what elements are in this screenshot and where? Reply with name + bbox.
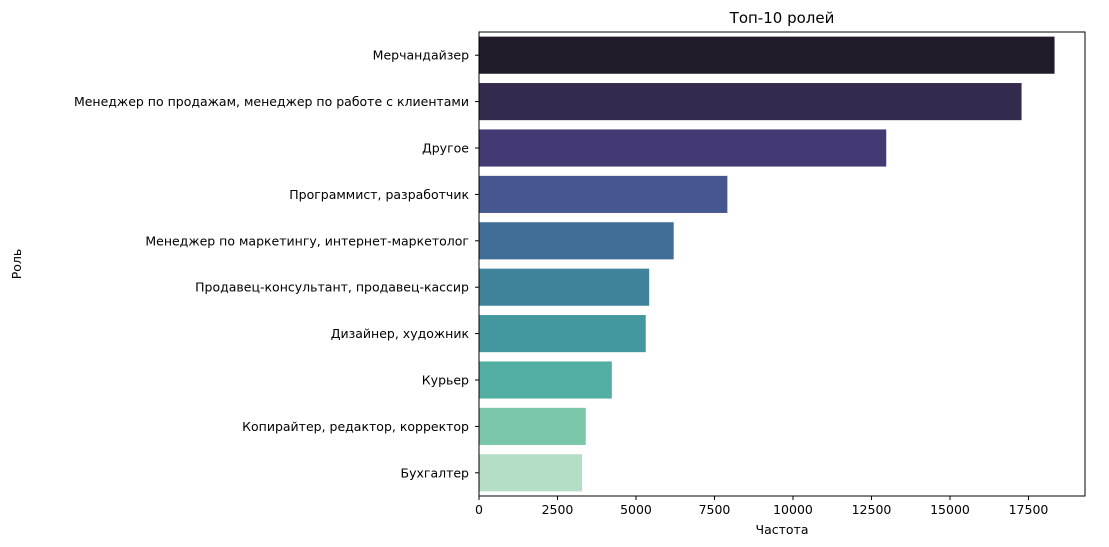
x-tick-label: 10000 [773, 502, 813, 517]
y-tick-label: Менеджер по продажам, менеджер по работе… [74, 94, 469, 109]
x-axis-label: Частота [756, 522, 809, 537]
y-tick-label: Дизайнер, художник [331, 326, 470, 341]
axes-frame [478, 31, 1086, 497]
bar-1 [479, 36, 1055, 74]
x-tick-label: 17500 [1009, 502, 1049, 517]
bar-5 [479, 222, 674, 260]
y-tick-label: Копирайтер, редактор, корректор [242, 419, 469, 434]
y-axis-label: Роль [9, 249, 24, 280]
x-tick-label: 0 [475, 502, 483, 517]
y-tick-labels: Мерчандайзер Менеджер по продажам, менедж… [74, 48, 479, 480]
chart-title: Топ-10 ролей [729, 9, 835, 27]
bar-4 [479, 175, 728, 213]
x-tick-label: 7500 [699, 502, 731, 517]
x-tick-label: 5000 [620, 502, 652, 517]
bar-8 [479, 361, 612, 399]
x-tick-label: 15000 [930, 502, 970, 517]
bar-10 [479, 454, 582, 492]
bar-2 [479, 83, 1022, 121]
bar-6 [479, 268, 650, 306]
plot-frame [478, 31, 1086, 497]
y-tick-label: Бухгалтер [401, 465, 470, 480]
y-tick-label: Менеджер по маркетингу, интернет-маркето… [145, 233, 469, 248]
x-tick-label: 2500 [542, 502, 574, 517]
x-tick-labels: 0 2500 5000 7500 10000 12500 15000 17500 [475, 496, 1048, 517]
y-tick-label: Программист, разработчик [289, 187, 469, 202]
bar-3 [479, 129, 887, 167]
y-tick-label: Курьер [422, 373, 469, 388]
bar-7 [479, 315, 646, 353]
y-tick-label: Другое [422, 141, 469, 156]
bar-9 [479, 407, 586, 445]
y-tick-label: Продавец-консультант, продавец-кассир [195, 280, 469, 295]
bars-group [479, 36, 1055, 492]
x-tick-label: 12500 [852, 502, 892, 517]
y-tick-label: Мерчандайзер [373, 48, 469, 63]
